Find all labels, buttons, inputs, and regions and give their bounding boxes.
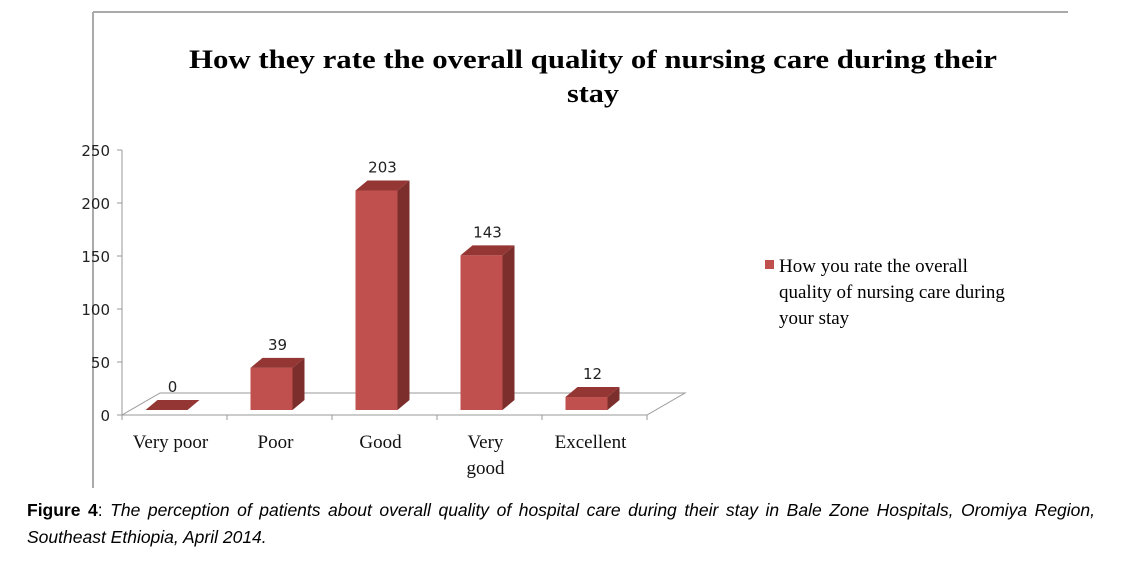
legend-label-line-3: your stay [779, 308, 850, 329]
caption-separator: : [97, 500, 111, 520]
data-label: 12 [583, 365, 602, 383]
y-tick-label: 50 [91, 354, 110, 372]
legend-label-line-2: quality of nursing care during [779, 282, 1005, 303]
caption-label: Figure 4 [27, 500, 98, 520]
y-tick-label: 0 [100, 407, 110, 425]
x-tick-label: good [467, 458, 506, 479]
x-tick-label: Excellent [555, 432, 627, 453]
x-tick-label: Good [359, 432, 402, 453]
chart-title-line-2: stay [567, 79, 619, 108]
chart-title-line-1: How they rate the overall quality of nur… [189, 45, 997, 74]
x-tick-label: Poor [258, 432, 295, 453]
bar-side [292, 357, 305, 410]
x-tick-label: Very poor [133, 432, 209, 453]
data-label: 39 [268, 336, 287, 354]
bar-top [355, 180, 410, 191]
y-tick-label: 150 [81, 248, 110, 266]
bar-front [565, 397, 608, 410]
y-tick-label: 250 [81, 142, 110, 160]
bar-front [355, 190, 398, 410]
bar-top [460, 245, 515, 256]
bar-side [607, 387, 620, 410]
x-tick-label: Very [468, 432, 504, 453]
bar-side [502, 245, 515, 410]
figure-caption: Figure 4: The perception of patients abo… [27, 497, 1095, 551]
bar-top [565, 387, 620, 398]
bar-front [250, 367, 293, 410]
bar-top [145, 400, 200, 410]
data-label: 143 [473, 223, 502, 241]
bar-top [250, 357, 305, 368]
data-label: 0 [168, 378, 178, 396]
data-label: 203 [368, 159, 397, 177]
y-tick-label: 100 [81, 301, 110, 319]
caption-text: The perception of patients about overall… [27, 500, 1095, 547]
legend-label-line-1: How you rate the overall [779, 256, 968, 277]
legend-swatch [765, 260, 774, 269]
bar-front [460, 255, 503, 410]
y-tick-label: 200 [81, 195, 110, 213]
bar-side [397, 180, 410, 410]
